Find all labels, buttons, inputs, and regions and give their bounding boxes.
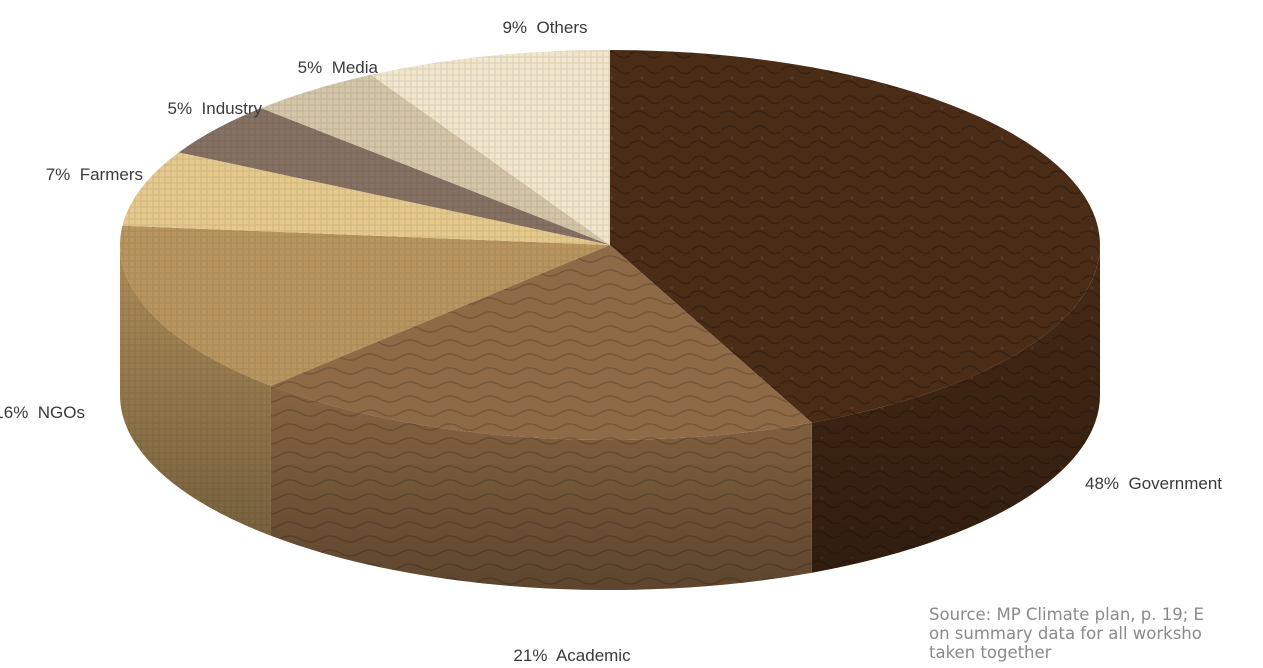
pie-side-ngos <box>120 245 271 536</box>
label-others: 9% Others <box>502 18 587 37</box>
source-note: Source: MP Climate plan, p. 19; E on sum… <box>929 605 1263 668</box>
source-note-line3: taken together <box>929 643 1052 662</box>
label-media: 5% Media <box>298 58 379 77</box>
pie-slice-government <box>610 50 1101 423</box>
label-ngos: 16% NGOs <box>0 403 85 422</box>
pie-label-layer: 48% Government 21% Academic 16% NGOs 7% Far… <box>0 18 1222 665</box>
pie-slice-others <box>371 50 610 245</box>
label-academic: 21% Academic <box>513 646 631 665</box>
label-industry: 5% Industry <box>168 99 263 118</box>
pie-slice-farmers <box>122 152 610 245</box>
pie-slice-industry <box>178 108 610 245</box>
pie-top-layer <box>119 50 1101 440</box>
label-government: 48% Government <box>1085 474 1222 493</box>
pie-slice-media <box>261 74 610 246</box>
source-note-line2: on summary data for all worksho <box>929 624 1202 643</box>
pie-slice-ngos <box>119 225 610 386</box>
source-note-line1: Source: MP Climate plan, p. 19; E <box>929 605 1204 624</box>
pie-side-academic <box>270 385 812 590</box>
pie-side-layer <box>120 245 1100 590</box>
pie-slice-academic <box>270 245 812 440</box>
label-farmers: 7% Farmers <box>46 165 143 184</box>
pie-side-government <box>811 245 1100 573</box>
